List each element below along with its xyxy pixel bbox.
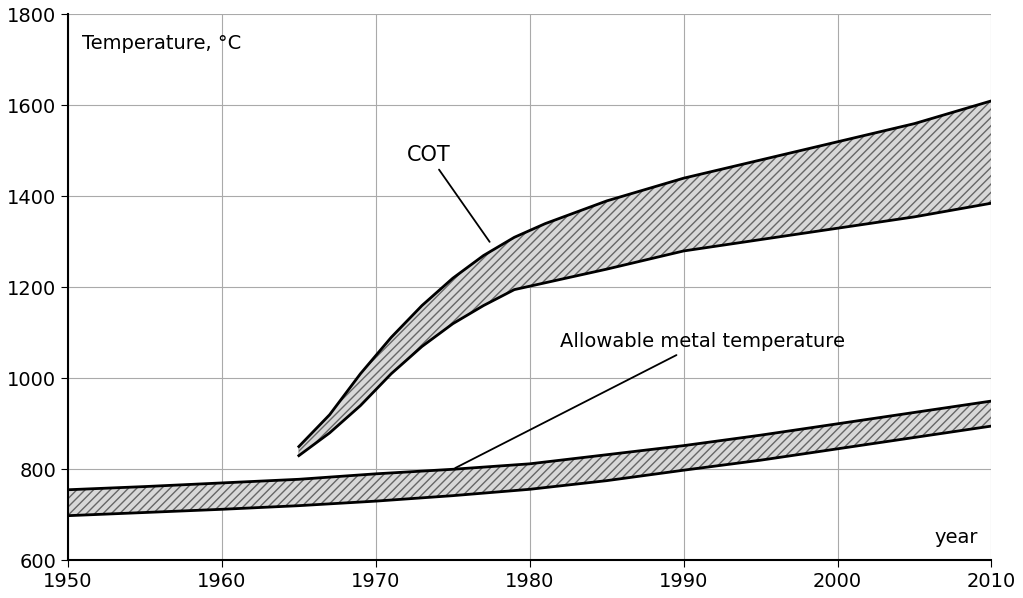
- Text: year: year: [934, 527, 978, 547]
- Text: COT: COT: [406, 145, 490, 242]
- Text: Temperature, °C: Temperature, °C: [82, 33, 241, 53]
- Text: Allowable metal temperature: Allowable metal temperature: [455, 332, 845, 468]
